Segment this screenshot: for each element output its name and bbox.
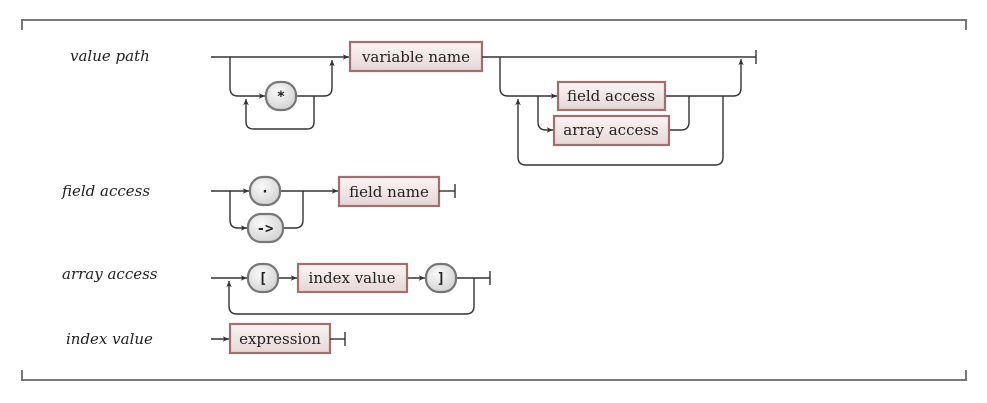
terminal-star-text: * [277, 89, 285, 105]
rule-field-access: field access · -> field name [61, 175, 456, 244]
terminal-arrow: -> [246, 212, 285, 244]
path-line [537, 96, 553, 133]
rule-label-index-value: index value [66, 330, 153, 348]
nonterminal-variable-name: variable name [348, 40, 484, 73]
rule-label-array-access: array access [62, 265, 158, 283]
path-line [283, 191, 304, 229]
nonterminal-field-name: field name [337, 175, 441, 208]
rule-index-value: index value expression [66, 322, 346, 355]
terminal-arrow-text: -> [257, 221, 274, 237]
path-line [229, 57, 265, 99]
path-line [669, 96, 690, 131]
path-line [243, 96, 315, 130]
frame [21, 19, 967, 381]
rule-array-access: array access [ index value ] [62, 262, 491, 315]
terminal-open-bracket: [ [246, 262, 280, 294]
terminal-close-bracket: ] [424, 262, 458, 294]
nonterminal-field-access: field access [556, 80, 667, 112]
terminal-star: * [264, 80, 298, 112]
terminal-dot: · [248, 175, 282, 207]
nonterminal-index-value-text: index value [309, 269, 396, 287]
nonterminal-index-value: index value [296, 262, 409, 294]
nonterminal-field-name-text: field name [349, 183, 429, 201]
nonterminal-expression: expression [228, 322, 332, 355]
path-line [665, 59, 744, 97]
nonterminal-array-access: array access [552, 114, 671, 147]
nonterminal-variable-name-text: variable name [361, 48, 470, 66]
rule-label-value-path: value path [70, 47, 150, 65]
path-line [226, 278, 475, 315]
nonterminal-field-access-text: field access [567, 87, 655, 105]
nonterminal-expression-text: expression [239, 330, 321, 348]
rule-value-path: value path * variable name field access [70, 40, 757, 166]
path-line [297, 60, 335, 97]
terminal-close-bracket-text: ] [437, 271, 445, 287]
path-line [515, 96, 724, 166]
nonterminal-array-access-text: array access [563, 121, 659, 139]
path-line [229, 191, 247, 231]
path-line [499, 57, 557, 99]
terminal-dot-text: · [261, 184, 269, 200]
terminal-open-bracket-text: [ [259, 271, 267, 287]
rule-label-field-access: field access [61, 182, 150, 200]
